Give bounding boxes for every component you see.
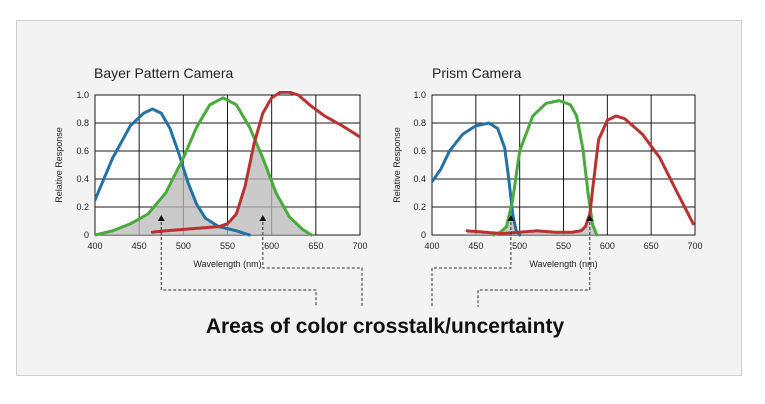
prism-x-tick-label: 700 (687, 241, 702, 251)
prism-chart: Prism Camera 400 450 500 550 600 650 700 0 0.2 0.4… (392, 65, 703, 269)
prism-crosstalk-marker (507, 215, 515, 221)
bayer-x-tick-label: 700 (352, 241, 367, 251)
prism-y-tick-label: 0.8 (413, 118, 426, 128)
prism-y-tick-label: 0.6 (413, 146, 426, 156)
bayer-y-tick-label: 0.8 (76, 118, 89, 128)
bayer-y-axis-label: Relative Response (54, 127, 64, 203)
prism-x-tick-label: 550 (556, 241, 571, 251)
prism-y-tick-label: 0.2 (413, 202, 426, 212)
prism-crosstalk-marker (586, 215, 594, 221)
prism-curve-blue (432, 121, 522, 237)
bayer-crosstalk-marker (259, 215, 267, 221)
bayer-x-axis-label: Wavelength (nm) (193, 259, 261, 269)
bayer-y-tick-label: 0.2 (76, 202, 89, 212)
bayer-x-tick-label: 650 (308, 241, 323, 251)
bayer-crosstalk-leader (262, 222, 363, 307)
prism-curve-red (465, 114, 695, 236)
crosstalk-leader-lines (160, 222, 591, 307)
bayer-x-tick-label: 550 (220, 241, 235, 251)
prism-x-tick-label: 650 (644, 241, 659, 251)
bayer-crosstalk-marker (157, 215, 165, 221)
prism-x-tick-label: 450 (468, 241, 483, 251)
bayer-y-tick-label: 0.6 (76, 146, 89, 156)
bayer-y-tick-label: 1.0 (76, 90, 89, 100)
prism-y-tick-label: 1.0 (413, 90, 426, 100)
bayer-chart-title: Bayer Pattern Camera (94, 65, 233, 81)
prism-y-axis-label: Relative Response (392, 127, 402, 203)
bayer-crosstalk-leader (160, 222, 317, 307)
bayer-curve-red (150, 91, 360, 234)
crosstalk-caption: Areas of color crosstalk/uncertainty (206, 315, 565, 338)
bayer-y-tick-label: 0.4 (76, 174, 89, 184)
bayer-x-tick-label: 450 (132, 241, 147, 251)
bayer-x-tick-label: 500 (176, 241, 191, 251)
bayer-crosstalk-area (95, 140, 360, 235)
bayer-curve-blue (95, 107, 252, 237)
prism-crosstalk-leader (431, 222, 512, 307)
prism-x-tick-label: 400 (424, 241, 439, 251)
bayer-y-tick-label: 0 (84, 230, 89, 240)
bayer-chart: Bayer Pattern Camera 400 450 500 550 600 650 70… (54, 65, 368, 269)
bayer-curve-green (95, 96, 313, 237)
bayer-x-tick-label: 400 (87, 241, 102, 251)
prism-x-axis-label: Wavelength (nm) (529, 259, 597, 269)
prism-x-tick-label: 600 (600, 241, 615, 251)
prism-curve-green (491, 99, 599, 237)
prism-x-tick-label: 500 (512, 241, 527, 251)
prism-y-tick-label: 0 (421, 230, 426, 240)
prism-chart-title: Prism Camera (432, 65, 522, 81)
prism-y-tick-label: 0.4 (413, 174, 426, 184)
bayer-x-tick-label: 600 (264, 241, 279, 251)
